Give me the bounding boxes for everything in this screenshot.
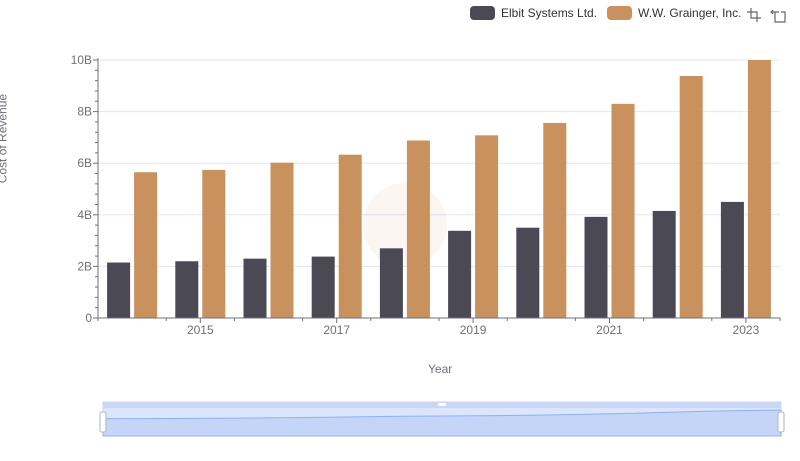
bar-grainger-2016 xyxy=(270,162,294,318)
x-tick-label: 2019 xyxy=(460,323,487,337)
y-tick-label: 8B xyxy=(77,105,92,119)
y-tick-label: 10B xyxy=(71,53,92,67)
bar-elbit-2016 xyxy=(243,258,267,318)
bar-elbit-2017 xyxy=(311,256,335,318)
datazoom-handle-right xyxy=(777,411,785,433)
bar-elbit-2015 xyxy=(175,261,199,318)
bar-elbit-2020 xyxy=(516,227,540,318)
legend-label-grainger: W.W. Grainger, Inc. xyxy=(638,6,742,20)
legend-swatch-grainger xyxy=(607,6,633,20)
watermark-logo xyxy=(363,183,447,267)
bar-elbit-2021 xyxy=(584,216,608,318)
zoom-icon[interactable] xyxy=(745,6,763,24)
bar-grainger-2018 xyxy=(406,140,430,318)
bar-elbit-2019 xyxy=(448,230,472,318)
axes xyxy=(93,58,781,323)
bar-grainger-2020 xyxy=(543,122,567,319)
zoom-reset-icon[interactable] xyxy=(769,6,787,24)
tick-labels: 0 2B 4B 6B 8B 10B 2015 2017 2019 2021 2023 xyxy=(71,53,760,337)
x-tick-label: 2017 xyxy=(323,323,350,337)
y-tick-label: 0 xyxy=(85,311,92,325)
bar-grainger-2021 xyxy=(611,103,635,318)
legend-swatch-elbit xyxy=(470,6,495,20)
legend-item-elbit[interactable]: Elbit Systems Ltd. xyxy=(470,6,597,20)
bar-grainger-2023 xyxy=(747,60,771,318)
bar-elbit-2014 xyxy=(107,262,131,318)
legend-label-elbit: Elbit Systems Ltd. xyxy=(501,6,598,20)
y-tick-label: 2B xyxy=(77,259,92,273)
legend: Elbit Systems Ltd. W.W. Grainger, Inc. xyxy=(470,4,751,22)
data-zoom-slider[interactable] xyxy=(99,401,785,437)
datazoom-preview-area xyxy=(102,409,782,437)
x-tick-label: 2023 xyxy=(733,323,760,337)
x-tick-label: 2021 xyxy=(596,323,623,337)
datazoom-handle-left xyxy=(99,411,107,433)
y-tick-label: 6B xyxy=(77,156,92,170)
legend-item-grainger[interactable]: W.W. Grainger, Inc. xyxy=(607,6,741,20)
y-tick-label: 4B xyxy=(77,208,92,222)
bar-elbit-2022 xyxy=(652,210,676,318)
bar-grainger-2022 xyxy=(679,75,703,318)
bar-elbit-2018 xyxy=(379,248,403,318)
bars xyxy=(107,60,771,319)
bar-grainger-2015 xyxy=(202,169,226,318)
bar-grainger-2019 xyxy=(475,135,499,318)
x-axis-title: Year xyxy=(428,362,453,376)
bar-elbit-2023 xyxy=(720,201,744,318)
y-axis-title: Cost of Revenue xyxy=(0,93,10,184)
x-tick-label: 2015 xyxy=(187,323,214,337)
datazoom-grip xyxy=(438,403,446,406)
bar-grainger-2017 xyxy=(338,154,362,318)
toolbox xyxy=(745,6,793,24)
bar-grainger-2014 xyxy=(134,172,158,318)
